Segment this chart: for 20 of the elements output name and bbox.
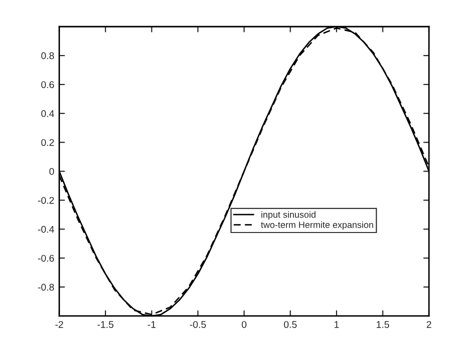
legend-label: input sinusoid [261,211,316,220]
x-tick-label: -0.5 [190,321,206,328]
x-tick-label: 1.5 [376,321,390,328]
y-tick-label: 0.4 [41,110,54,118]
x-tick-label: 2 [426,321,432,328]
y-tick-label: 0.8 [41,52,54,60]
y-tick-label: 0 [49,168,54,175]
y-tick-label: -0.4 [38,226,54,233]
x-tick-label: 0 [242,321,246,328]
x-tick-label: 1 [334,321,339,328]
y-tick-label: -0.6 [38,254,54,262]
y-tick-label: 0.6 [41,81,54,88]
x-tick-label: -1.5 [98,321,114,328]
y-tick-label: -0.2 [38,196,54,204]
y-tick-label: -0.8 [38,284,54,291]
x-tick-label: -2 [55,321,64,328]
legend-label: two-term Hermite expansion [260,221,374,230]
x-tick-label: -1 [148,321,156,328]
x-tick-label: 0.5 [284,321,297,328]
y-tick-label: 0.2 [41,139,54,146]
